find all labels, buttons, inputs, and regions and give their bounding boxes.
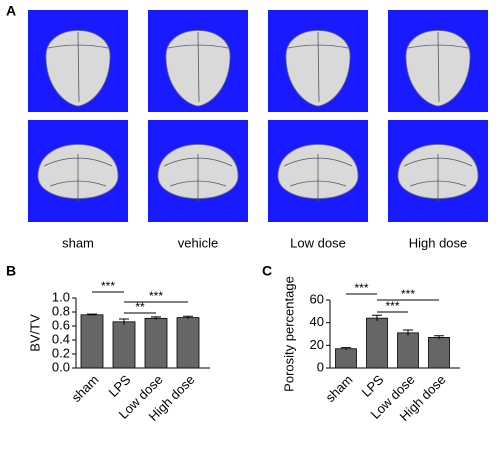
panel-label: A	[6, 3, 16, 19]
bar	[397, 332, 419, 369]
bar	[176, 317, 200, 369]
error-bar	[341, 347, 351, 350]
significance-label: **	[135, 300, 145, 314]
suture	[47, 31, 109, 103]
y-tick-label: 40	[310, 314, 324, 329]
skull	[405, 30, 471, 107]
significance-label: ***	[101, 279, 115, 293]
significance-label: ***	[385, 299, 399, 313]
error-bar	[87, 313, 97, 316]
suture	[163, 154, 233, 202]
y-tick-label: 0.6	[52, 317, 70, 332]
error-bar	[119, 318, 129, 325]
image-caption: Low dose	[290, 235, 346, 250]
skull	[45, 30, 111, 107]
y-tick-label: 0	[317, 359, 324, 374]
significance-label: ***	[149, 289, 163, 303]
x-tick-label: LPS	[106, 372, 134, 400]
error-bar	[183, 315, 193, 319]
suture	[167, 31, 229, 103]
significance-label: ***	[354, 281, 368, 295]
y-tick-label: 0.8	[52, 303, 70, 318]
image-caption: sham	[62, 235, 94, 250]
y-tick-label: 0.4	[52, 331, 70, 346]
significance-label: ***	[401, 287, 415, 301]
error-bar	[434, 335, 444, 340]
panel-label: B	[6, 263, 16, 279]
bar	[112, 321, 136, 369]
y-axis-label: BV/TV	[27, 314, 42, 352]
bar	[80, 314, 104, 369]
error-bar	[372, 314, 382, 321]
error-bar	[151, 316, 161, 320]
image-caption: High dose	[409, 235, 468, 250]
y-tick-label: 60	[310, 291, 324, 306]
skull	[285, 30, 351, 107]
suture	[407, 31, 469, 103]
x-tick-label: sham	[322, 372, 355, 405]
bar	[428, 336, 450, 369]
image-caption: vehicle	[178, 235, 218, 250]
y-tick-label: 20	[310, 337, 324, 352]
x-tick-label: sham	[68, 372, 101, 405]
skull	[165, 30, 231, 107]
error-bar	[403, 329, 413, 336]
bar	[144, 317, 168, 369]
suture	[287, 31, 349, 103]
suture	[283, 154, 353, 202]
y-tick-label: 1.0	[52, 289, 70, 304]
suture	[43, 154, 113, 202]
y-axis-label: Porosity percentage	[281, 276, 296, 392]
suture	[403, 154, 473, 202]
bar	[335, 348, 357, 369]
y-tick-label: 0.2	[52, 345, 70, 360]
y-tick-label: 0.0	[52, 359, 70, 374]
panel-label: C	[262, 263, 272, 279]
bar	[366, 317, 388, 369]
